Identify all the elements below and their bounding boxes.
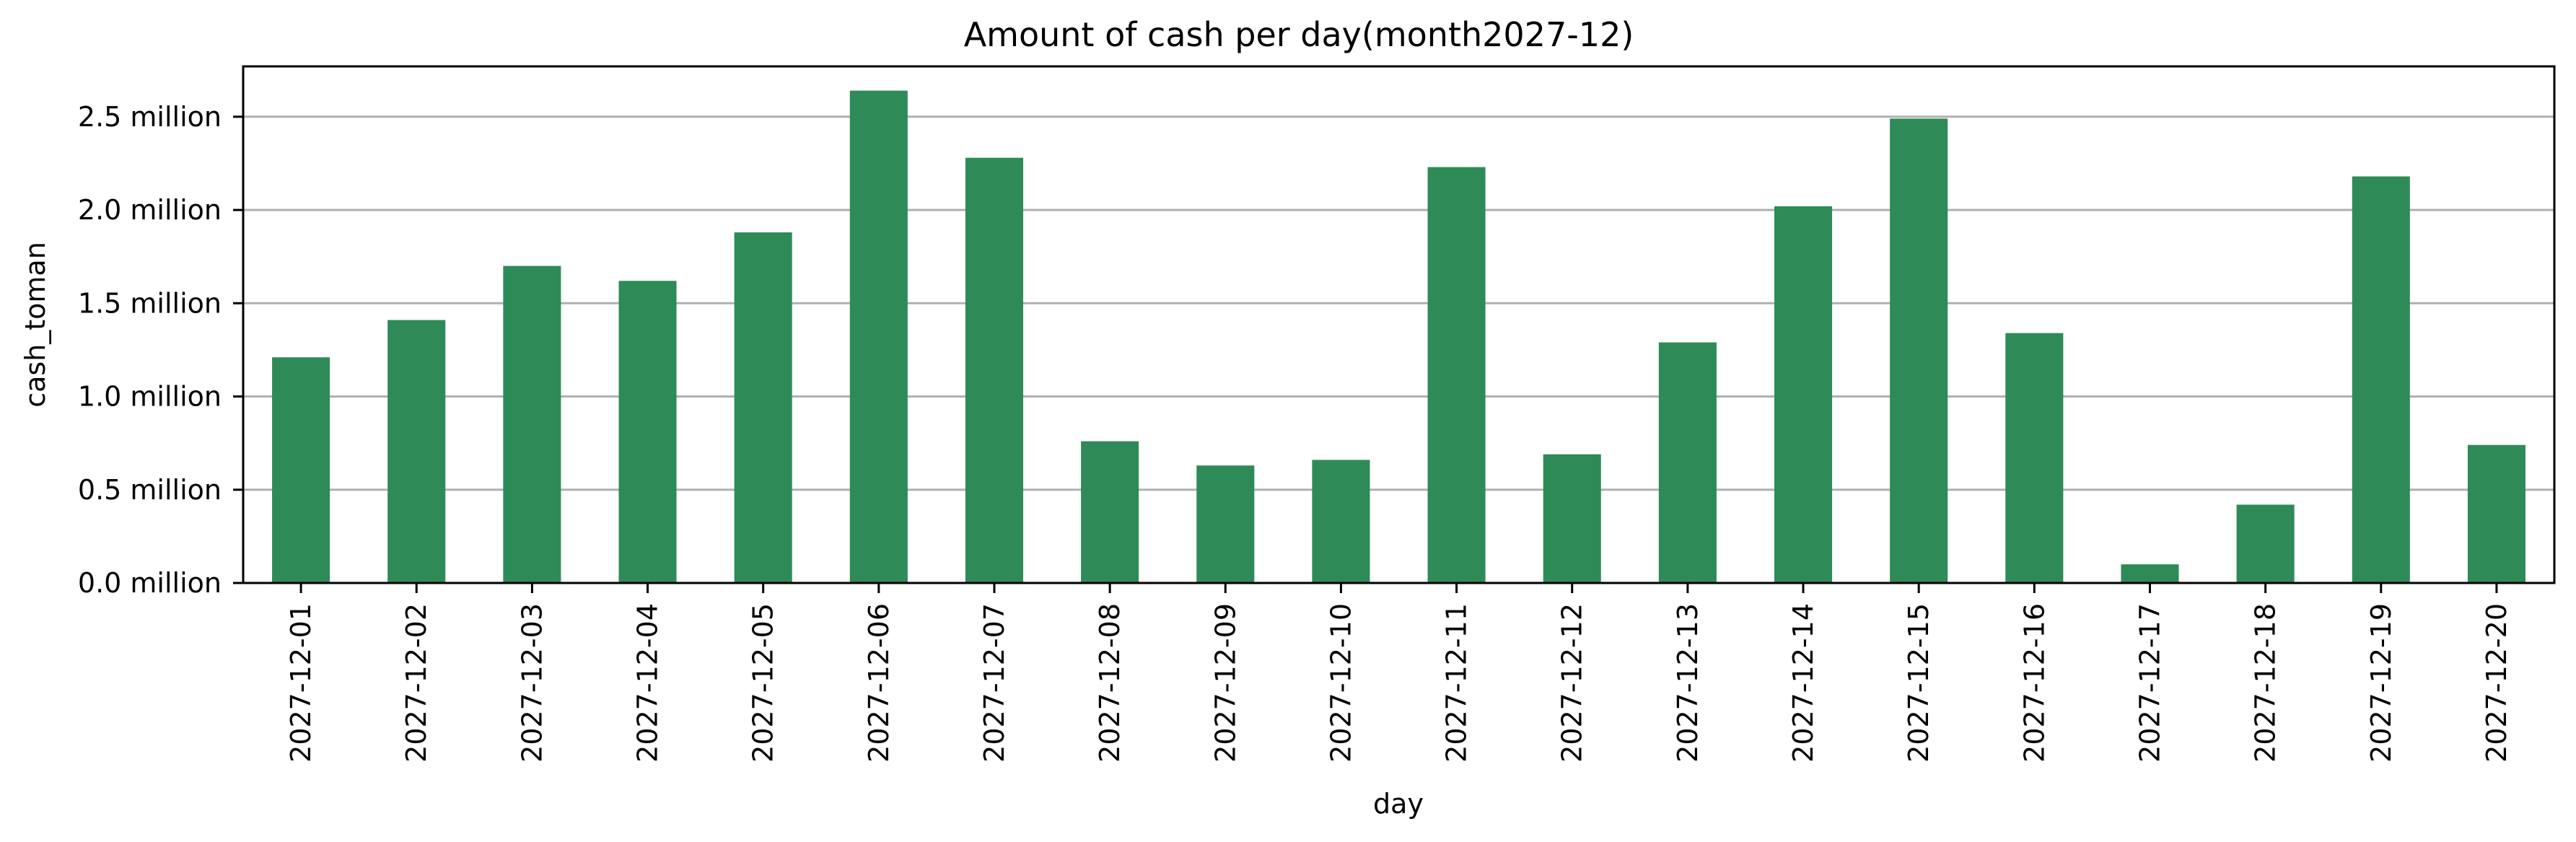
bar-2027-12-19 bbox=[2352, 177, 2410, 583]
bar-2027-12-13 bbox=[1659, 343, 1717, 583]
bar-2027-12-04 bbox=[618, 281, 676, 583]
grid-lines bbox=[243, 117, 2554, 490]
bar-2027-12-14 bbox=[1774, 206, 1832, 583]
plot-frame bbox=[243, 66, 2554, 583]
y-tick-label: 0.0 million bbox=[78, 567, 222, 599]
y-tick-label: 0.5 million bbox=[78, 474, 222, 506]
bar-2027-12-09 bbox=[1196, 465, 1254, 583]
y-axis: 0.0 million 0.5 million 1.0 million 1.5 mil… bbox=[78, 101, 243, 599]
bar-2027-12-03 bbox=[503, 266, 561, 583]
x-tick-label: 2027-12-14 bbox=[1787, 603, 1819, 763]
x-tick-label: 2027-12-05 bbox=[748, 603, 779, 763]
bar-2027-12-18 bbox=[2237, 504, 2295, 583]
x-tick-label: 2027-12-04 bbox=[632, 603, 664, 763]
bar-2027-12-10 bbox=[1312, 460, 1370, 583]
x-axis-label: day bbox=[1373, 788, 1424, 820]
bar-2027-12-17 bbox=[2121, 564, 2178, 583]
x-tick-label: 2027-12-19 bbox=[2365, 603, 2397, 763]
x-tick-label: 2027-12-08 bbox=[1094, 603, 1126, 763]
bar-2027-12-16 bbox=[2005, 333, 2063, 583]
y-tick-label: 1.5 million bbox=[78, 287, 222, 319]
bar-2027-12-01 bbox=[272, 357, 330, 583]
x-tick-label: 2027-12-12 bbox=[1556, 603, 1588, 763]
x-tick-label: 2027-12-03 bbox=[516, 603, 548, 763]
y-tick-label: 2.0 million bbox=[78, 194, 222, 226]
x-tick-label: 2027-12-18 bbox=[2250, 603, 2282, 763]
x-tick-label: 2027-12-10 bbox=[1325, 603, 1357, 763]
x-tick-label: 2027-12-20 bbox=[2481, 603, 2513, 763]
x-tick-label: 2027-12-01 bbox=[285, 603, 317, 763]
x-tick-label: 2027-12-11 bbox=[1441, 603, 1473, 763]
bar-2027-12-07 bbox=[965, 158, 1023, 583]
x-tick-label: 2027-12-02 bbox=[400, 603, 432, 763]
x-tick-label: 2027-12-09 bbox=[1209, 603, 1241, 763]
bars bbox=[272, 91, 2525, 583]
bar-2027-12-05 bbox=[735, 232, 792, 583]
bar-2027-12-02 bbox=[387, 320, 445, 583]
x-tick-label: 2027-12-13 bbox=[1672, 603, 1704, 763]
y-tick-label: 1.0 million bbox=[78, 381, 222, 413]
y-axis-label: cash_toman bbox=[19, 242, 51, 408]
bar-2027-12-12 bbox=[1543, 455, 1601, 583]
bar-2027-12-06 bbox=[850, 91, 908, 583]
chart-title: Amount of cash per day(month2027-12) bbox=[964, 15, 1634, 54]
x-tick-label: 2027-12-07 bbox=[978, 603, 1010, 763]
bar-2027-12-08 bbox=[1081, 442, 1139, 583]
x-tick-label: 2027-12-17 bbox=[2134, 603, 2165, 763]
y-tick-label: 2.5 million bbox=[78, 101, 222, 133]
bar-2027-12-11 bbox=[1428, 167, 1486, 583]
bar-2027-12-20 bbox=[2468, 445, 2525, 583]
x-axis: 2027-12-01 2027-12-02 2027-12-03 2027-12-04… bbox=[285, 583, 2513, 763]
bar-2027-12-15 bbox=[1890, 118, 1948, 583]
x-tick-label: 2027-12-16 bbox=[2018, 603, 2050, 763]
x-tick-label: 2027-12-06 bbox=[863, 603, 895, 763]
x-tick-label: 2027-12-15 bbox=[1903, 603, 1935, 763]
